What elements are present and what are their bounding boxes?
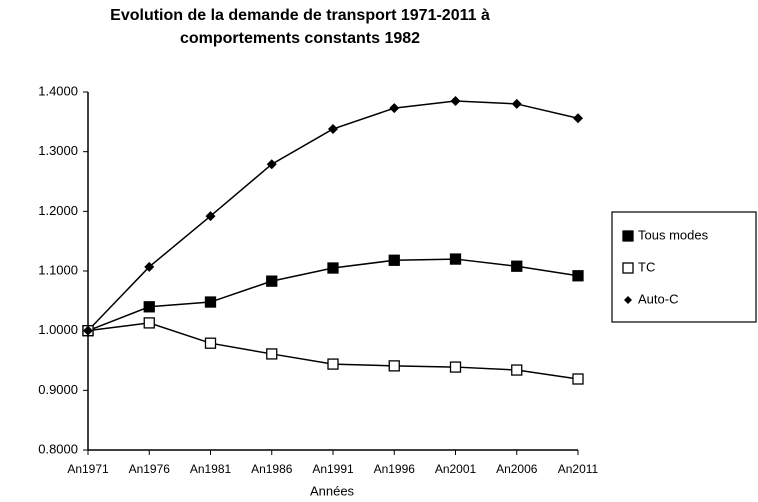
x-tick-label: An1976 [129,462,171,476]
legend-box [611,211,757,323]
point [266,348,278,360]
chart-title: comportements constants 1982 [180,30,420,47]
series-line [87,322,579,380]
y-tick-label: 1.4000 [38,83,78,98]
point [388,254,400,266]
point [327,262,339,274]
y-tick-label: 1.2000 [38,203,78,218]
x-tick-label: An1986 [251,462,293,476]
point [143,317,155,329]
chart-title: Evolution de la demande de transport 197… [110,7,490,24]
y-tick-label: 1.3000 [38,143,78,158]
x-tick-label: An2001 [435,462,477,476]
point [388,360,400,372]
legend-label: Tous modes [638,227,709,242]
point [204,296,217,308]
series-line [87,100,579,332]
y-tick-label: 1.0000 [38,322,78,337]
x-tick-label: An1991 [312,462,354,476]
point [511,98,522,109]
x-tick-label: An2006 [496,462,538,476]
point [572,373,584,385]
point [83,325,93,336]
point [449,253,462,265]
legend-marker [622,262,634,274]
point [573,113,583,124]
y-tick-label: 1.1000 [38,262,78,277]
x-axis-label: Années [310,483,355,498]
legend-label: TC [638,259,655,274]
x-tick-label: An1971 [67,462,109,476]
x-tick-label: An2011 [558,462,599,476]
point [572,270,584,282]
point [266,275,278,287]
point [144,261,155,272]
point [143,301,155,313]
y-tick-label: 0.9000 [38,382,78,397]
point [389,103,400,114]
y-tick-label: 0.8000 [38,441,78,456]
point [511,260,523,272]
legend-label: Auto-C [638,291,678,306]
point [328,123,338,134]
legend-marker [622,230,634,242]
x-tick-label: An1996 [374,462,416,476]
point [266,159,277,170]
point [327,358,339,370]
point [205,211,216,222]
point [449,361,462,373]
x-tick-label: An1981 [190,462,232,476]
point [450,95,461,106]
point [511,364,523,376]
point [204,337,217,349]
legend-marker [624,296,632,304]
